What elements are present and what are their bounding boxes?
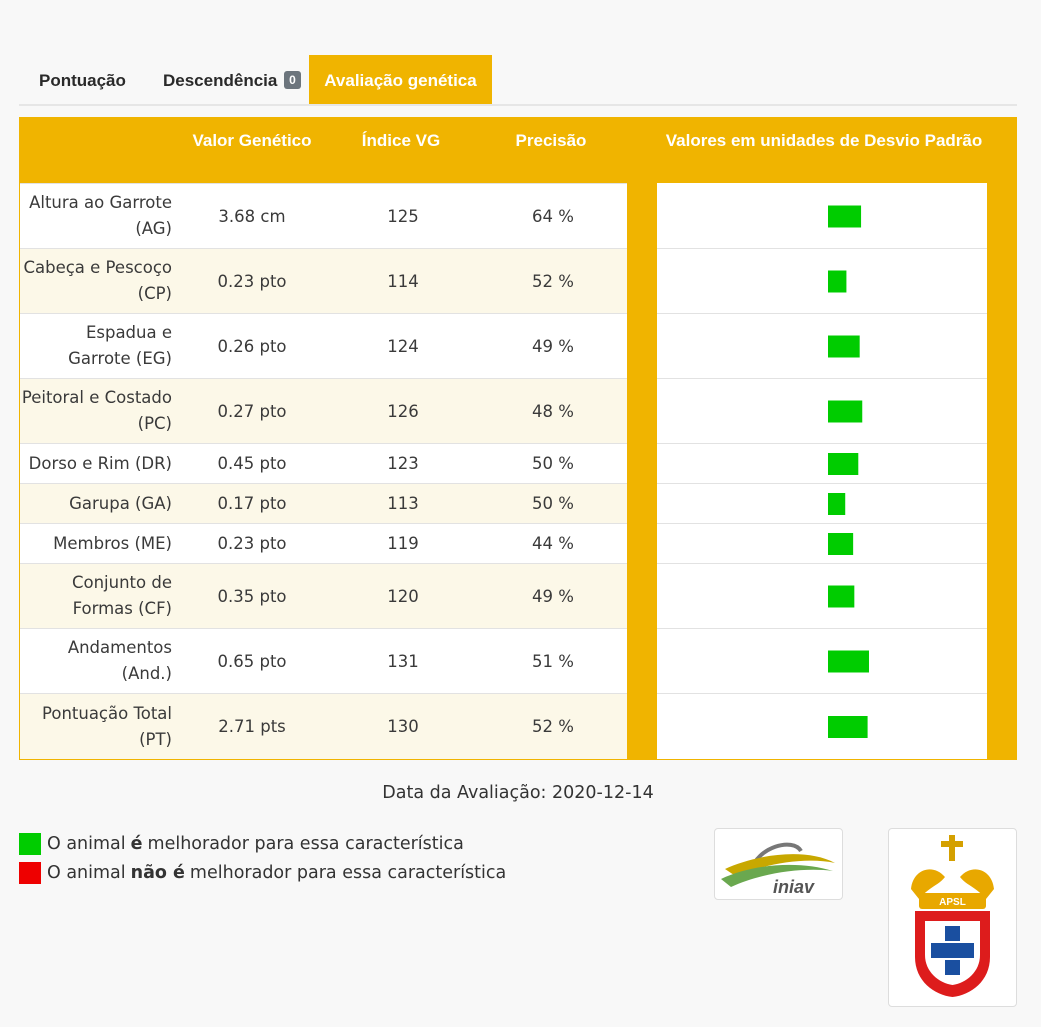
deviation-bar-And. — [828, 650, 869, 673]
legend-negative-pre: O animal — [47, 862, 126, 883]
tab-descendencia-label: Descendência — [163, 71, 278, 90]
precisao-cell: 50 % — [532, 454, 574, 473]
trait-name: Espadua e Garrote (EG) — [68, 323, 172, 368]
indice-vg-cell: 120 — [387, 586, 419, 606]
valor-genetico-cell: 0.35 pto — [217, 586, 287, 606]
legend-negative-strong: não é — [130, 862, 185, 883]
precisao-cell: 49 % — [532, 586, 574, 606]
valor-genetico-cell: 0.23 pto — [217, 271, 287, 291]
tab-descendencia[interactable]: Descendência 0 — [143, 55, 321, 104]
legend-positive-pre: O animal — [47, 833, 126, 854]
indice-vg-cell: 125 — [387, 206, 419, 226]
red-swatch — [19, 861, 41, 884]
trait-name: Garupa (GA) — [69, 493, 172, 513]
legend-positive-post: melhorador para essa característica — [147, 833, 464, 854]
trait-name: Dorso e Rim (DR) — [28, 453, 172, 473]
precisao-cell: 64 % — [532, 206, 574, 226]
tab-pontuacao[interactable]: Pontuação — [39, 71, 126, 90]
precisao-cell: 50 % — [532, 494, 574, 513]
valor-genetico-cell: 2.71 pts — [218, 717, 286, 736]
indice-vg-cell: 114 — [387, 271, 419, 291]
table-row: Altura ao Garrote (AG) 3.68 cm 125 64 % — [20, 183, 627, 248]
precisao-cell: 44 % — [532, 534, 574, 553]
trait-name: Andamentos (And.) — [67, 638, 172, 683]
header-desvio-padrao: Valores em unidades de Desvio Padrão — [665, 131, 983, 150]
valor-genetico-cell: 0.45 pto — [217, 454, 287, 473]
deviation-bar-AG — [828, 205, 862, 228]
trait-name: Membros (ME) — [53, 533, 172, 553]
trait-name: Pontuação Total (PT) — [41, 703, 172, 749]
indice-vg-cell: 123 — [387, 454, 419, 473]
header-valor-genetico: Valor Genético — [192, 131, 312, 150]
apsl-crest-icon: APSL — [911, 835, 994, 997]
valor-genetico-cell: 0.27 pto — [217, 401, 287, 421]
deviation-bar-CP — [828, 270, 847, 293]
deviation-bar-PT — [828, 716, 868, 738]
table-row: Espadua e Garrote (EG) 0.26 pto 124 49 % — [20, 313, 627, 378]
green-swatch — [19, 832, 41, 855]
indice-vg-cell: 126 — [387, 401, 419, 421]
tab-avaliacao-genetica[interactable]: Avaliação genética — [309, 55, 492, 104]
valor-genetico-cell: 0.26 pto — [217, 336, 287, 356]
table-row: Membros (ME) 0.23 pto 119 44 % — [20, 523, 627, 563]
table-row: Garupa (GA) 0.17 pto 113 50 % — [20, 483, 627, 523]
table-row: Pontuação Total (PT) 2.71 pts 130 52 % — [20, 693, 627, 759]
table-row: Dorso e Rim (DR) 0.45 pto 123 50 % — [20, 443, 627, 483]
indice-vg-cell: 124 — [387, 336, 419, 356]
legend-positive-strong: é — [130, 833, 143, 854]
iniav-logo-icon: iniav — [721, 842, 835, 897]
legend-negative-post: melhorador para essa característica — [189, 862, 507, 883]
deviation-bar-EG — [828, 335, 860, 358]
genetic-evaluation-table: Valor Genético Índice VG Precisão Valore… — [19, 117, 1017, 760]
precisao-cell: 48 % — [532, 401, 574, 421]
indice-vg-cell: 119 — [387, 534, 419, 553]
precisao-cell: 51 % — [532, 651, 574, 671]
iniav-logo[interactable]: iniav — [714, 828, 843, 900]
header-indice-vg: Índice VG — [361, 131, 441, 150]
indice-vg-cell: 130 — [387, 717, 419, 736]
valor-genetico-cell: 0.17 pto — [217, 494, 287, 513]
deviation-bar-CF — [828, 585, 855, 608]
valor-genetico-cell: 3.68 cm — [218, 206, 286, 226]
deviation-bar-ME — [828, 533, 854, 555]
deviation-bar-PC — [828, 400, 863, 423]
valor-genetico-cell: 0.65 pto — [217, 651, 287, 671]
svg-text:APSL: APSL — [939, 897, 966, 908]
legend-positive: O animal é melhorador para essa caracterís… — [19, 832, 464, 855]
deviation-bar-DR — [828, 453, 859, 475]
table-row: Andamentos (And.) 0.65 pto 131 51 % — [20, 628, 627, 693]
trait-name: Cabeça e Pescoço (CP) — [23, 258, 172, 303]
svg-text:iniav: iniav — [773, 877, 815, 897]
precisao-cell: 52 % — [532, 271, 574, 291]
evaluation-date: Data da Avaliação: 2020-12-14 — [382, 783, 654, 803]
table-row: Conjunto de Formas (CF) 0.35 pto 120 49 % — [20, 563, 627, 628]
table-row: Cabeça e Pescoço (CP) 0.23 pto 114 52 % — [20, 248, 627, 313]
valor-genetico-cell: 0.23 pto — [217, 534, 287, 553]
trait-name: Peitoral e Costado (PC) — [21, 388, 172, 433]
precisao-cell: 52 % — [532, 717, 574, 736]
table-body: Altura ao Garrote (AG) 3.68 cm 125 64 % Cabe… — [20, 183, 627, 759]
table-row: Peitoral e Costado (PC) 0.27 pto 126 48 % — [20, 378, 627, 443]
indice-vg-cell: 113 — [387, 494, 419, 513]
tab-bar: Pontuação Descendência 0 Avaliação genét… — [19, 55, 1017, 106]
trait-name: Altura ao Garrote (AG) — [29, 193, 172, 238]
precisao-cell: 49 % — [532, 336, 574, 356]
descendencia-count-badge: 0 — [284, 71, 301, 89]
apsl-logo[interactable]: APSL — [888, 828, 1017, 1007]
header-precisao: Precisão — [515, 131, 587, 150]
indice-vg-cell: 131 — [387, 651, 419, 671]
deviation-bar-GA — [828, 493, 846, 515]
legend-negative: O animal não é melhorador para essa caract… — [19, 861, 506, 884]
deviation-bar-chart — [657, 183, 987, 759]
trait-name: Conjunto de Formas (CF) — [71, 573, 172, 618]
